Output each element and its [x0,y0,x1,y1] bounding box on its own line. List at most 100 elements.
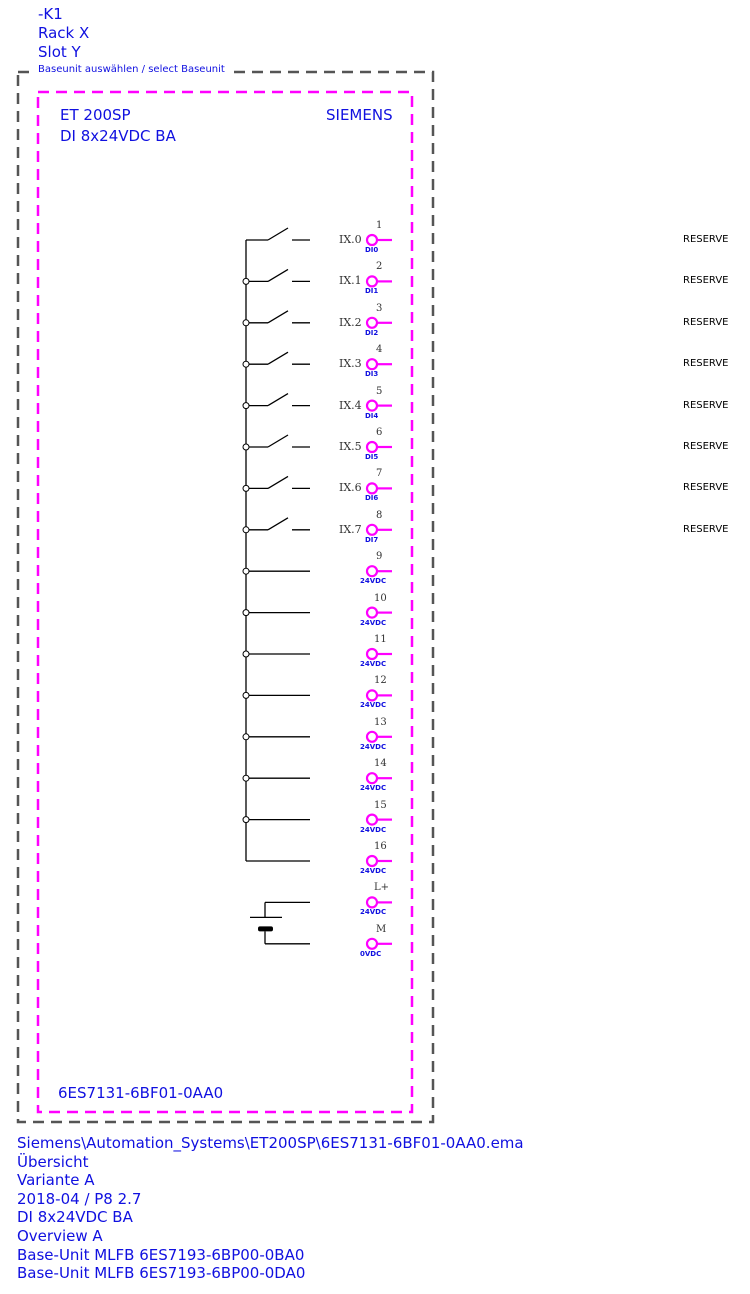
switch-contact-icon [267,227,289,241]
device-tag: -K1 [38,5,63,23]
module-frame[interactable] [36,90,414,1114]
terminal-pin-number: 1 [376,220,383,231]
junction-dot-icon [242,402,250,410]
wiring-group [242,227,392,950]
terminal-connector-icon [365,854,379,868]
junction-dot-icon [242,650,250,658]
terminal-signal-label: 24VDC [360,660,387,668]
channel-address: IX.6 [339,481,362,495]
terminal-signal-label: 24VDC [360,908,387,917]
slot-label: Slot Y [38,43,81,61]
terminal-pin-number: 10 [374,592,387,604]
terminal-signal-label: DI1 [365,287,379,296]
terminal-signal-label: 24VDC [360,742,387,751]
reserve-label: RESERVE [683,523,729,535]
terminal-signal-label: 24VDC [360,825,387,834]
terminal-connector-icon [365,772,379,785]
terminal-signal-label: DI6 [365,494,379,503]
switch-contact-icon [267,393,289,407]
terminal-signal-label: DI7 [365,535,379,544]
switch-contact-icon [267,434,289,448]
footer-overview-en: Overview A [17,1226,103,1245]
baseunit-select-label[interactable]: Baseunit auswählen / select Baseunit [36,64,227,75]
terminal-pin-number: 2 [376,261,383,273]
channel-address: IX.7 [339,522,362,536]
module-family: ET 200SP [60,106,131,124]
terminal-pin-number: 11 [374,634,387,645]
terminal-pin-number: 3 [376,302,383,314]
reserve-label: RESERVE [683,441,729,452]
terminal-pin-number: 9 [376,551,383,563]
junction-dot-icon [242,360,250,368]
terminal-pin-number: 5 [376,385,383,397]
junction-dot-icon [242,567,250,575]
terminal-signal-label: 24VDC [360,618,387,627]
terminal-pin-number: 16 [374,841,387,852]
terminal-connector-icon [365,896,379,909]
channel-address: IX.5 [339,440,362,453]
terminal-pin-number: 12 [374,675,387,687]
junction-dot-icon [242,691,250,699]
terminal-signal-label: DI4 [365,411,379,420]
terminal-signal-label: 0VDC [360,949,382,958]
footer-module-name: DI 8x24VDC BA [17,1208,133,1227]
terminal-pin-number: 6 [376,427,383,438]
junction-dot-icon [242,816,250,824]
reserve-label: RESERVE [683,399,729,411]
junction-dot-icon [242,609,250,617]
channel-address: IX.2 [339,315,362,329]
terminal-pin-number: 13 [374,716,387,728]
junction-dot-icon [242,526,250,534]
reserve-label: RESERVE [683,358,729,370]
terminal-connector-icon [365,399,379,412]
baseunit-frame[interactable] [16,70,435,1124]
rack-label: Rack X [38,24,90,42]
footer-info: Siemens\Automation_Systems\ET200SP\6ES71… [17,1134,524,1283]
terminal-connector-icon [365,440,379,454]
terminal-signal-label: DI0 [365,246,379,254]
terminal-pin-number: M [376,923,387,935]
terminal-pin-number: 7 [376,468,383,480]
channel-address: IX.4 [339,398,362,412]
terminal-connector-icon [365,606,379,619]
footer-overview-de: Übersicht [17,1152,89,1171]
switch-contact-icon [267,268,289,282]
brand-label: SIEMENS [326,106,393,124]
order-number: 6ES7131-6BF01-0AA0 [58,1084,224,1102]
reserve-label: RESERVE [683,316,729,328]
channel-address: IX.1 [339,274,362,288]
terminal-signal-label: 24VDC [360,701,387,710]
channel-address: IX.3 [339,357,362,371]
channel-address: IX.0 [339,233,362,246]
switch-contact-icon [267,351,289,365]
footer-version: 2018-04 / P8 2.7 [17,1189,142,1208]
module-name: DI 8x24VDC BA [60,127,176,145]
reserve-label: RESERVE [683,275,729,287]
terminal-signal-label: 24VDC [360,784,387,793]
terminal-connector-icon [365,233,379,247]
terminal-connector-icon [365,316,379,329]
terminal-connector-icon [365,523,379,536]
junction-dot-icon [242,774,250,782]
terminal-signal-label: DI2 [365,328,379,337]
terminal-connector-icon [365,482,379,495]
junction-dot-icon [242,319,250,327]
terminal-connector-icon [365,937,379,950]
reserve-label: RESERVE [683,482,729,494]
terminal-connector-icon [365,730,379,743]
terminal-pin-number: 15 [374,799,387,811]
junction-dot-icon [242,484,250,492]
terminal-connector-icon [365,813,379,826]
terminal-pin-number: 4 [376,344,383,356]
battery-minus-plate-icon [258,926,273,932]
footer-file-path: Siemens\Automation_Systems\ET200SP\6ES71… [17,1134,524,1152]
terminal-connector-icon [365,689,379,702]
junction-dot-icon [242,277,250,285]
terminal-pin-number: L+ [374,882,390,894]
switch-contact-icon [267,517,289,531]
terminal-pin-number: 14 [374,758,387,770]
junction-dot-icon [242,733,250,741]
footer-baseunit-1: Base-Unit MLFB 6ES7193-6BP00-0BA0 [17,1245,305,1264]
footer-baseunit-2: Base-Unit MLFB 6ES7193-6BP00-0DA0 [17,1264,306,1283]
